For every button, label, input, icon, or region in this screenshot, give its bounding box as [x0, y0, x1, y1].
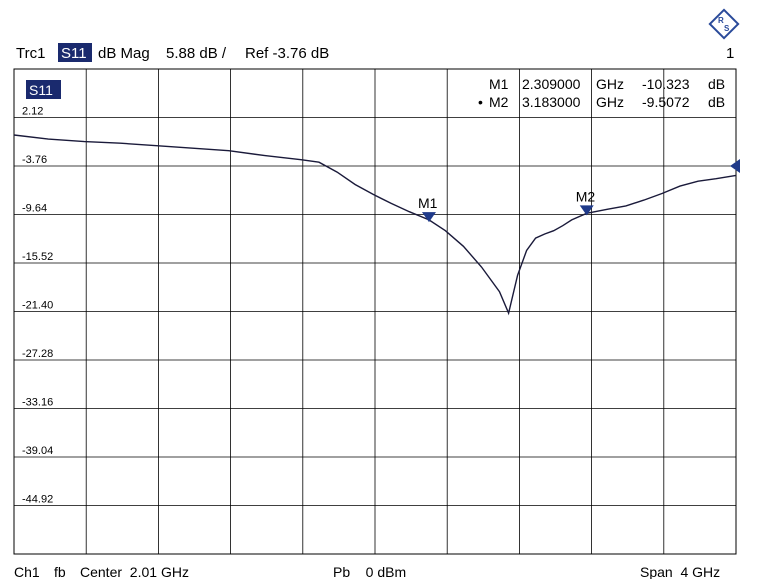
trace-s11 [13, 134, 737, 316]
trace-label[interactable]: Trc1 [16, 45, 45, 62]
marker-readout-m2-id: M2 [489, 94, 509, 110]
marker-m2-label[interactable]: M2 [576, 188, 596, 204]
reference-triangle-icon[interactable] [730, 159, 740, 173]
y-tick-label: -33.16 [22, 397, 53, 409]
y-tick-label: -21.40 [22, 300, 53, 312]
y-tick-label: 2.12 [22, 106, 43, 118]
scale-label[interactable]: 5.88 dB / [166, 45, 227, 62]
y-tick-label: -44.92 [22, 494, 53, 506]
footer-fb: fb [54, 564, 66, 579]
param-label[interactable]: S11 [61, 45, 87, 62]
marker-readout-m2-value: -9.5072 [642, 94, 690, 110]
marker-readout-m2-prefix: • [478, 94, 483, 110]
trace-badge-bg [26, 80, 61, 99]
y-tick-label: -27.28 [22, 348, 53, 360]
marker-readout-m1-id: M1 [489, 76, 509, 92]
footer-span[interactable]: Span 4 GHz [640, 564, 720, 579]
marker-m1-label[interactable]: M1 [418, 195, 438, 211]
trace-layer [13, 134, 737, 316]
marker-readout: M1 2.309000 GHz -10.323 dB • M2 3.183000… [478, 76, 725, 110]
footer-center[interactable]: Center 2.01 GHz [80, 564, 189, 579]
svg-text:R: R [718, 16, 724, 25]
y-tick-label: -3.76 [22, 154, 47, 166]
y-tick-label: -9.64 [22, 203, 47, 215]
channel-number: 1 [726, 45, 734, 62]
marker-m2-icon[interactable] [579, 205, 594, 216]
reference-layer [730, 159, 740, 173]
param-badge-bg [58, 43, 92, 62]
format-label[interactable]: dB Mag [98, 45, 150, 62]
marker-readout-m1-unit: GHz [596, 76, 624, 92]
svg-text:S: S [724, 24, 730, 33]
y-tick-label: -15.52 [22, 251, 53, 263]
ref-label[interactable]: Ref -3.76 dB [245, 45, 329, 62]
rohde-schwarz-logo-icon: R S [708, 8, 740, 40]
y-tick-labels: 2.12 -3.76 -9.64 -15.52 -21.40 -27.28 -33.16 -3… [22, 106, 53, 506]
marker-readout-m1-value: -10.323 [642, 76, 690, 92]
marker-readout-m1-freq: 2.309000 [522, 76, 581, 92]
grid [14, 69, 736, 554]
marker-readout-m2-unit: GHz [596, 94, 624, 110]
marker-m1-icon[interactable] [421, 212, 436, 223]
marker-readout-m2-freq: 3.183000 [522, 94, 581, 110]
footer-power[interactable]: Pb 0 dBm [333, 564, 406, 579]
y-tick-label: -39.04 [22, 445, 53, 457]
trace-badge[interactable]: S11 [29, 82, 53, 98]
footer-channel[interactable]: Ch1 [14, 564, 40, 579]
marker-readout-m2-value-unit: dB [708, 94, 725, 110]
marker-layer: M1 M2 [418, 188, 596, 223]
marker-readout-m1-value-unit: dB [708, 76, 725, 92]
